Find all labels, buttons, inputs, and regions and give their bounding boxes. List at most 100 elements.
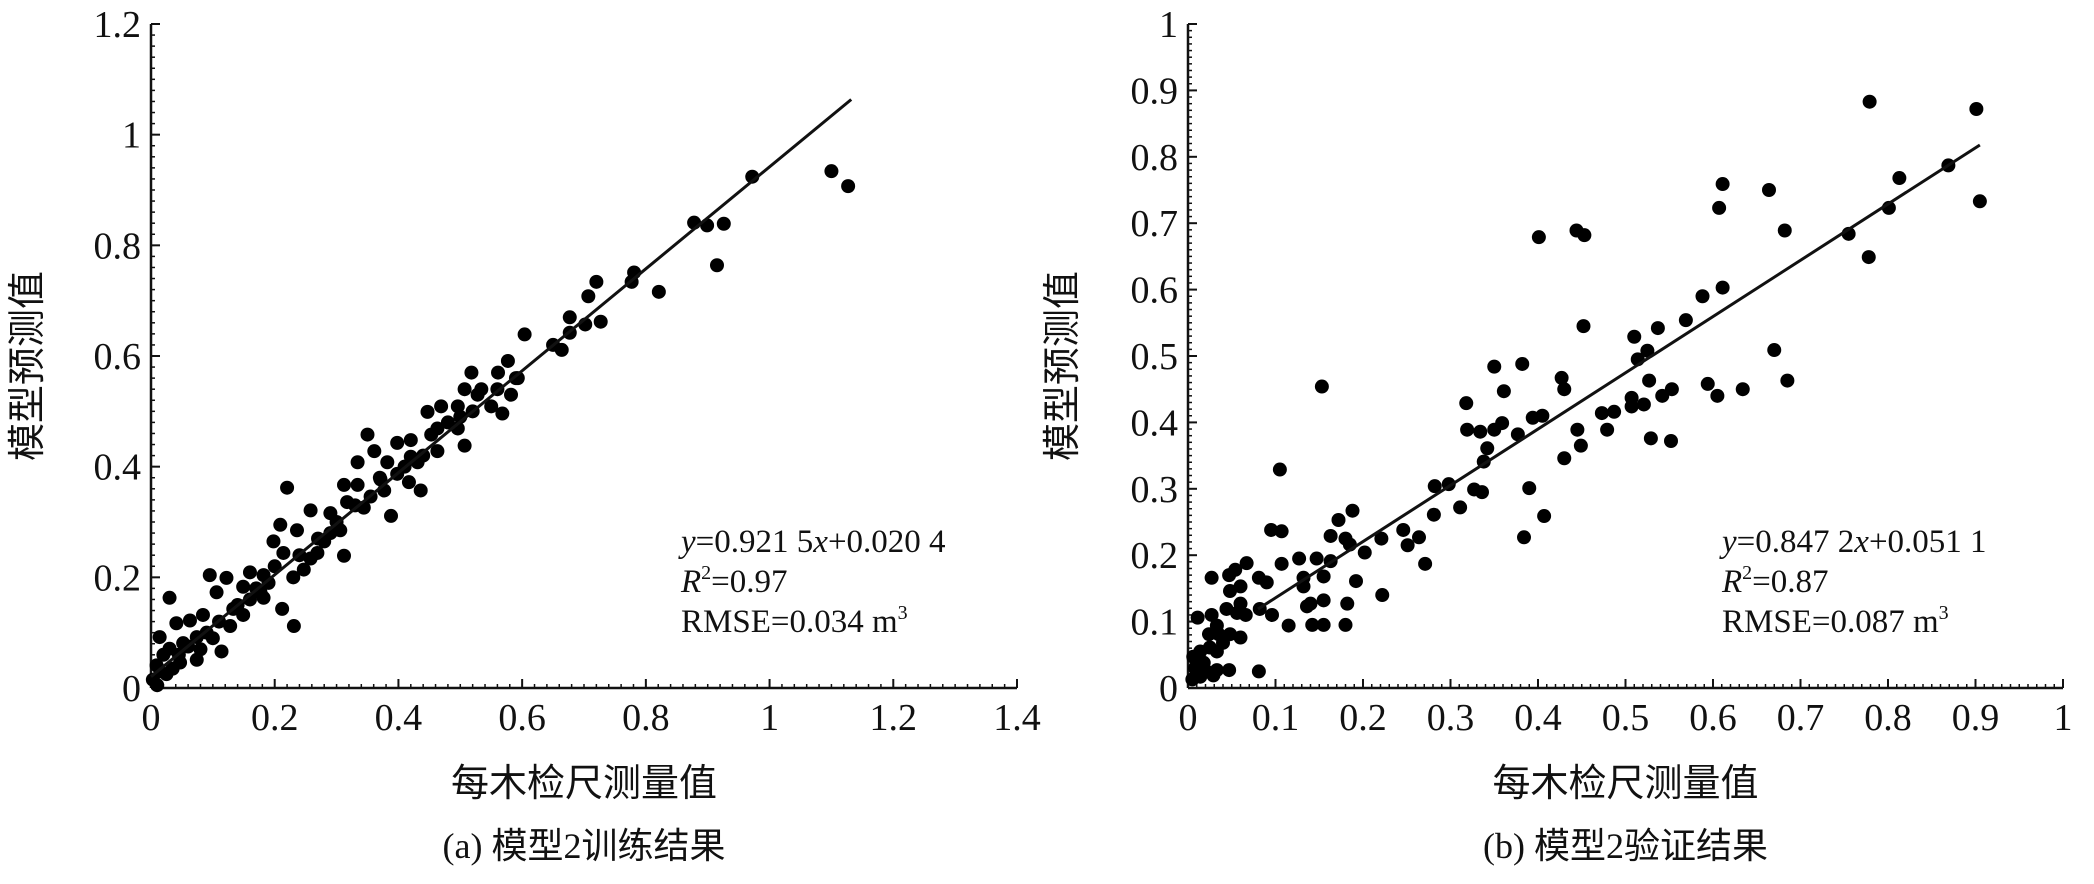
data-point	[709, 258, 724, 273]
data-point	[1323, 528, 1338, 543]
data-point	[1594, 406, 1609, 421]
data-point	[1400, 538, 1415, 553]
x-tick-label: 0.7	[1777, 697, 1825, 739]
data-point	[202, 568, 217, 583]
x-tick-label: 1	[760, 697, 779, 739]
x-tick-label: 0.9	[1952, 697, 2000, 739]
data-point	[189, 652, 204, 667]
data-point	[1233, 579, 1248, 594]
data-point	[266, 534, 281, 549]
regression-equation: y=0.847 2x+0.051 1	[1719, 524, 1987, 560]
data-point	[1222, 663, 1237, 678]
y-tick-label: 0	[122, 668, 141, 710]
data-point	[286, 570, 301, 585]
x-tick-label: 0.4	[1514, 697, 1562, 739]
data-point	[562, 310, 577, 325]
data-point	[403, 433, 418, 448]
data-point	[1573, 438, 1588, 453]
data-point	[1338, 617, 1353, 632]
data-point	[1274, 524, 1289, 539]
x-tick-label: 0.8	[1864, 697, 1912, 739]
regression-line	[1257, 143, 1981, 611]
data-point	[1600, 422, 1615, 437]
y-tick-label: 1	[122, 115, 141, 157]
data-point	[1453, 500, 1468, 515]
data-point	[430, 421, 445, 436]
eq-slope: =0.847 2	[1737, 524, 1855, 560]
y-tick-label: 0	[1159, 668, 1178, 710]
data-point	[1375, 588, 1390, 603]
rmse: RMSE=0.034 m3	[681, 602, 908, 640]
data-point	[1345, 503, 1360, 518]
data-point	[1223, 584, 1237, 599]
y-tick-label: 0.8	[94, 225, 142, 267]
data-point	[1349, 574, 1363, 589]
data-point	[1969, 101, 1984, 116]
data-point	[1186, 649, 1201, 664]
data-point	[1525, 410, 1540, 425]
data-point	[841, 179, 856, 194]
data-point	[401, 475, 416, 490]
data-point	[367, 444, 382, 459]
data-point	[1272, 462, 1287, 477]
y-tick-label: 0.2	[94, 557, 142, 599]
rmse-unit-superscript: 3	[1939, 602, 1949, 624]
data-point	[457, 382, 472, 397]
data-point	[205, 631, 220, 646]
data-point	[413, 483, 428, 498]
data-point	[1219, 601, 1234, 616]
data-point	[372, 470, 387, 485]
data-point	[434, 399, 449, 414]
data-point	[1862, 94, 1877, 109]
data-point	[1640, 343, 1655, 358]
data-point	[1459, 396, 1474, 411]
data-point	[169, 616, 184, 631]
data-point	[484, 399, 499, 414]
x-tick-label: 0.1	[1252, 697, 1300, 739]
rmse-unit-superscript: 3	[898, 602, 908, 624]
data-point	[1202, 627, 1216, 642]
data-point	[1412, 530, 1426, 545]
x-tick-label: 0.6	[498, 697, 546, 739]
data-point	[1265, 607, 1279, 622]
data-point	[390, 435, 405, 450]
data-point	[236, 579, 251, 594]
data-point	[150, 678, 165, 693]
r-squared: R2=0.87	[1721, 562, 1829, 600]
data-point	[1316, 593, 1331, 608]
x-tick-label: 1.4	[993, 697, 1041, 739]
data-point	[1537, 509, 1552, 524]
data-point	[323, 526, 338, 541]
data-point	[1777, 223, 1792, 238]
eq-x-var: x	[812, 524, 828, 560]
data-point	[165, 661, 180, 676]
panel-a-training: 0 0.2 0.4 0.6 0.8 1 1.2 1.4 0 0.2 0.4 0.6 0.8 1 1.2 每木检…	[7, 4, 1041, 866]
data-point	[1331, 513, 1346, 528]
data-point	[296, 562, 311, 577]
data-point	[1576, 319, 1591, 334]
y-tick-label: 0.4	[94, 447, 142, 489]
data-point	[1712, 200, 1727, 215]
data-point	[310, 545, 325, 560]
x-tick-label: 1	[2054, 697, 2073, 739]
data-point	[1624, 399, 1639, 414]
data-point	[1426, 507, 1441, 522]
data-point	[1480, 441, 1495, 456]
y-tick-label: 0.3	[1131, 469, 1179, 511]
data-point	[1570, 422, 1585, 437]
data-point	[350, 477, 365, 492]
data-point	[1531, 230, 1546, 245]
data-point	[1281, 618, 1296, 633]
y-tick-label: 1.2	[94, 4, 142, 46]
data-point	[581, 289, 596, 304]
data-point	[450, 399, 465, 414]
rmse-value: RMSE=0.034 m	[681, 604, 898, 640]
data-point	[162, 590, 177, 605]
data-point	[824, 164, 839, 179]
data-point	[360, 427, 375, 442]
r2-superscript: 2	[1742, 562, 1752, 584]
x-tick-label: 0.2	[251, 697, 299, 739]
eq-x-var: x	[1853, 524, 1869, 560]
data-point	[1357, 545, 1372, 560]
